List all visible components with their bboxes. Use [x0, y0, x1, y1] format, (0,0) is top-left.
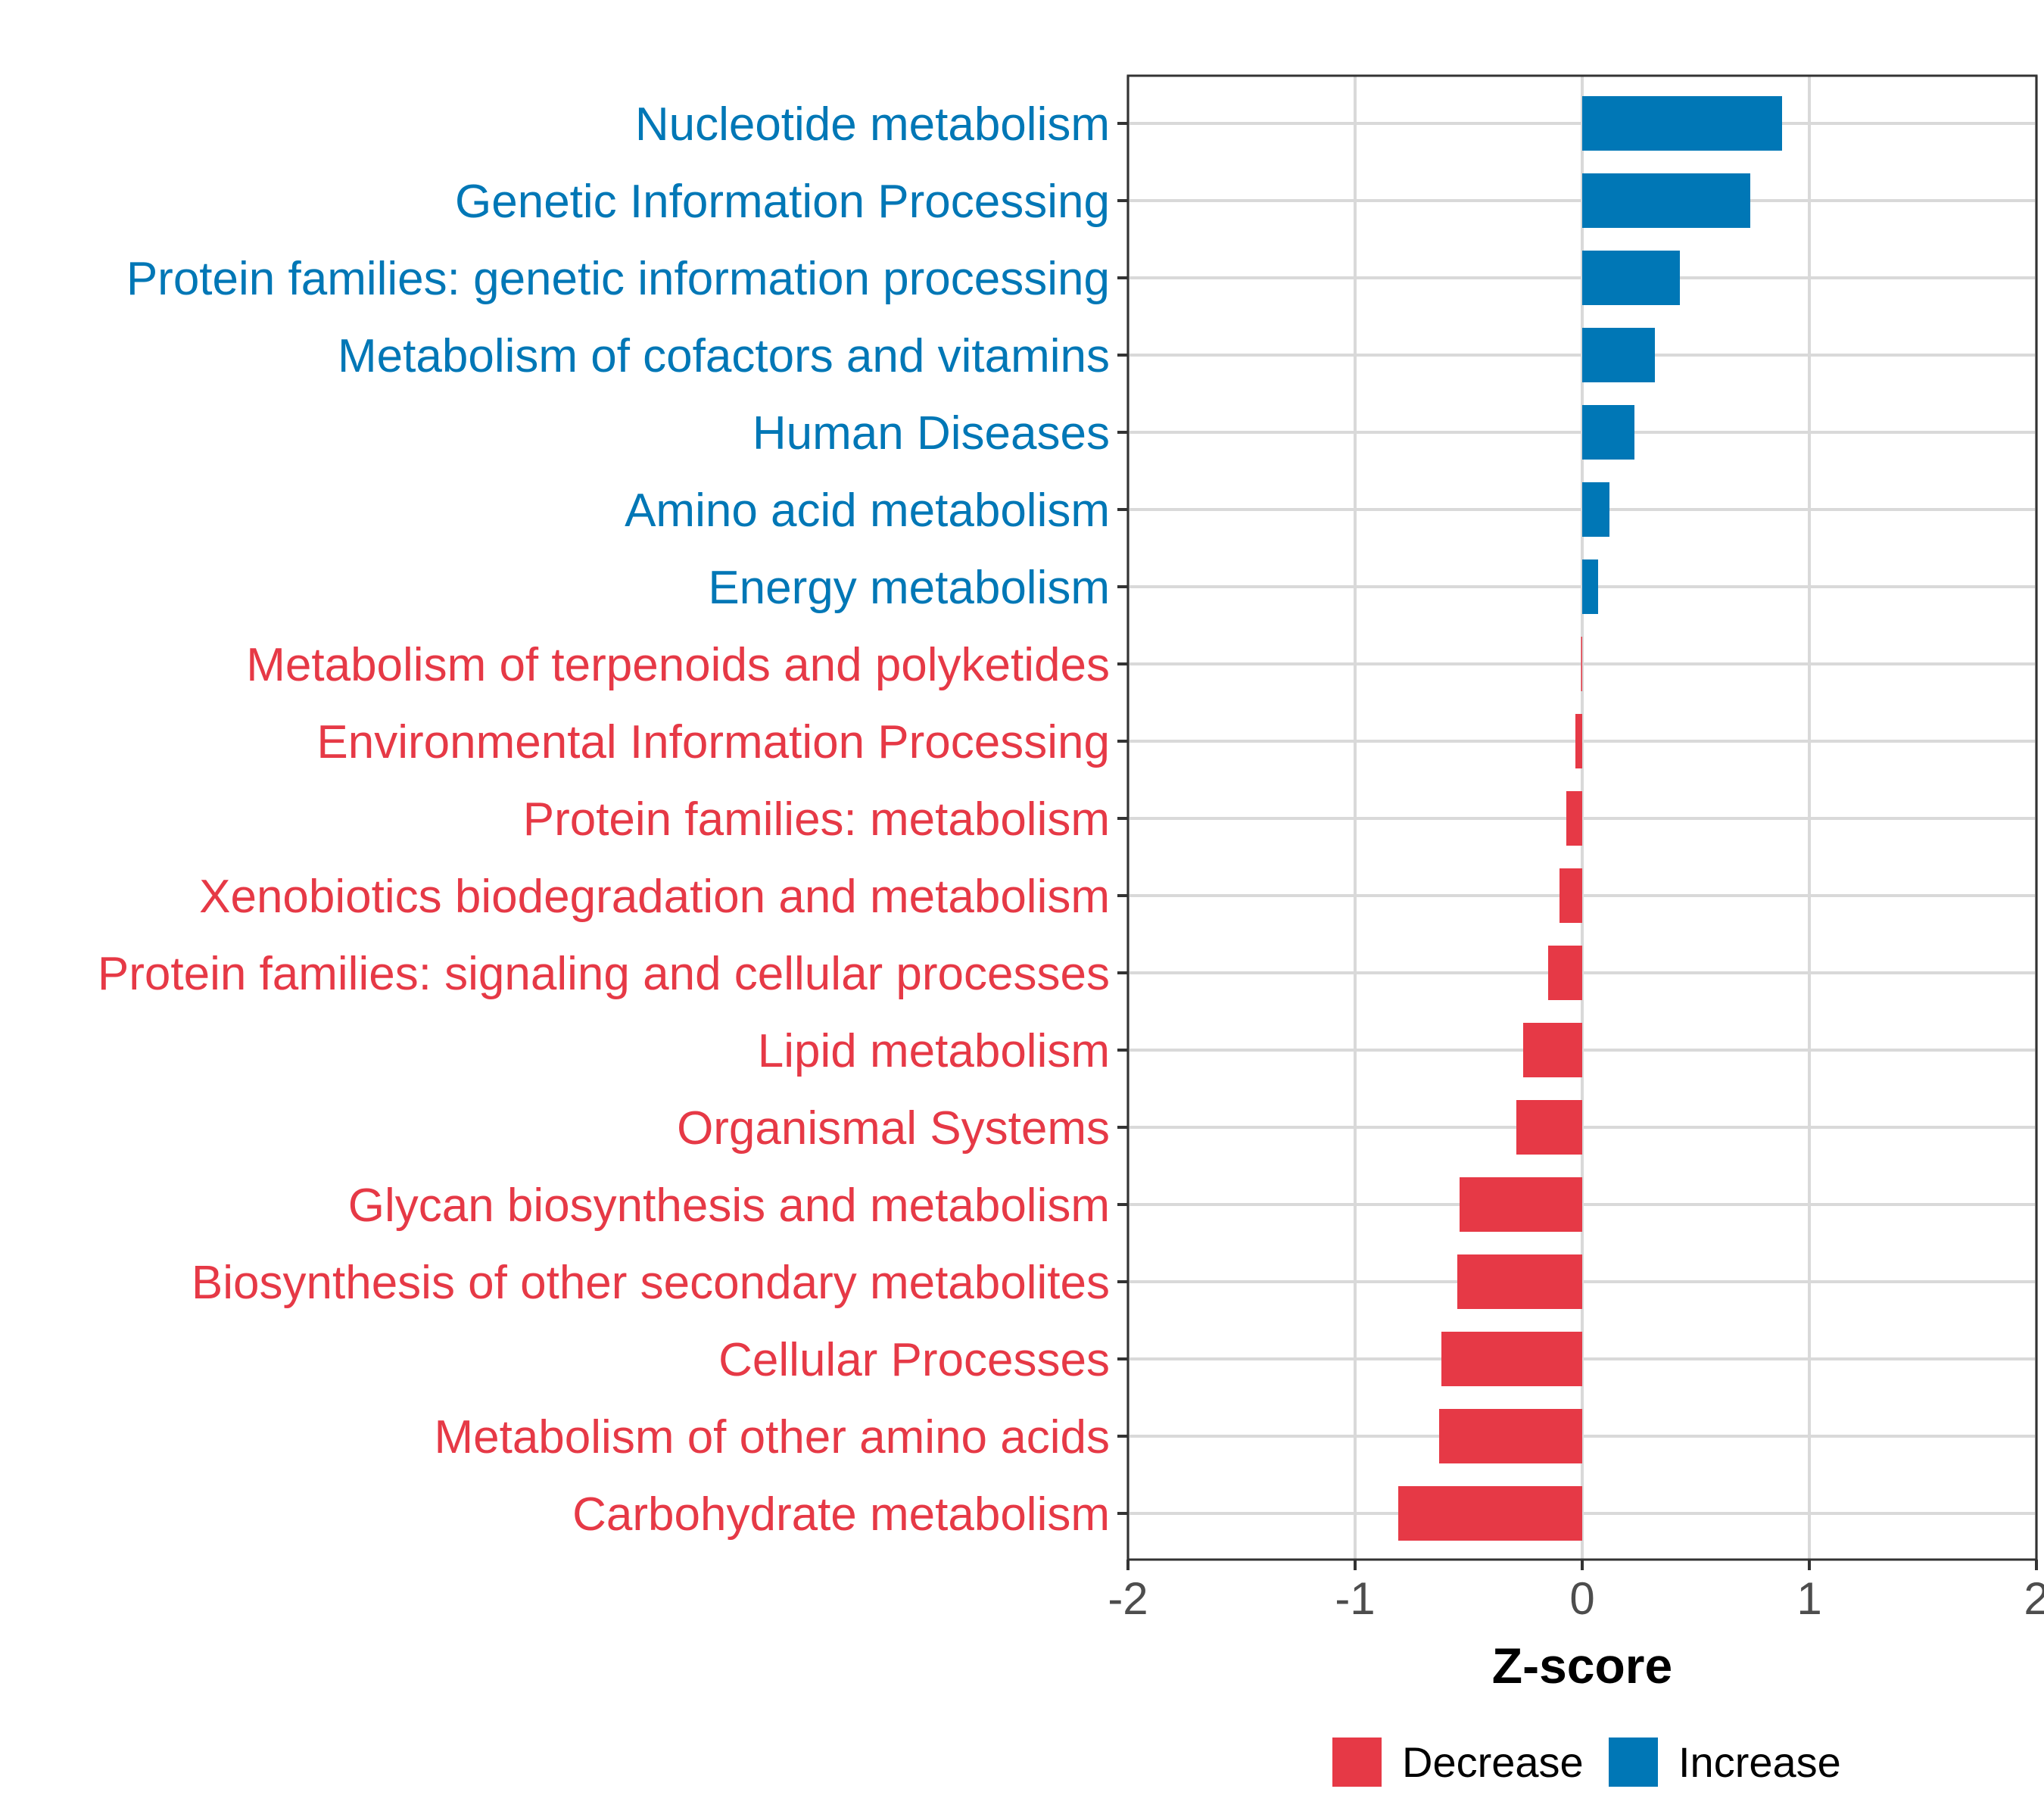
bar [1582, 482, 1609, 537]
bar [1582, 405, 1634, 460]
category-label: Amino acid metabolism [625, 485, 1110, 537]
bars [1398, 96, 1782, 1541]
legend: Decrease Increase [1332, 1738, 1841, 1787]
category-label: Environmental Information Processing [316, 716, 1110, 768]
bar [1582, 96, 1782, 151]
category-label: Energy metabolism [708, 562, 1110, 614]
x-tick-label: 2 [2024, 1573, 2044, 1624]
legend-swatch-decrease [1332, 1738, 1382, 1787]
y-axis-ticks [1117, 122, 1128, 1515]
category-label: Cellular Processes [718, 1334, 1110, 1386]
y-axis-category-labels: Nucleotide metabolism Genetic Information… [98, 98, 1110, 1541]
legend-swatch-increase [1609, 1738, 1658, 1787]
category-label: Xenobiotics biodegradation and metabolis… [199, 871, 1110, 923]
bar [1582, 328, 1655, 382]
category-label: Organismal Systems [677, 1102, 1110, 1155]
bar [1548, 946, 1582, 1000]
x-axis-ticks: -2 -1 0 1 2 [1108, 1560, 2044, 1624]
category-label: Human Diseases [752, 407, 1110, 460]
bar [1457, 1254, 1582, 1309]
bar [1460, 1177, 1582, 1232]
x-tick-label: 1 [1796, 1573, 1821, 1624]
bar [1582, 559, 1598, 614]
category-label: Metabolism of other amino acids [434, 1411, 1110, 1463]
category-label: Carbohydrate metabolism [572, 1488, 1110, 1541]
category-label: Protein families: signaling and cellular… [98, 948, 1110, 1000]
bar [1581, 637, 1582, 691]
x-tick-label: 0 [1569, 1573, 1594, 1624]
bar [1566, 791, 1582, 846]
x-axis-title: Z-score [1492, 1638, 1672, 1694]
category-label: Genetic Information Processing [455, 176, 1110, 228]
bar [1523, 1023, 1582, 1077]
bar [1398, 1486, 1582, 1541]
category-label: Metabolism of cofactors and vitamins [338, 330, 1110, 382]
legend-label-decrease: Decrease [1402, 1738, 1584, 1786]
category-label: Metabolism of terpenoids and polyketides [246, 639, 1110, 691]
category-label: Nucleotide metabolism [635, 98, 1110, 151]
category-label: Lipid metabolism [758, 1025, 1110, 1077]
bar [1582, 251, 1680, 305]
bar [1559, 868, 1582, 923]
bar [1516, 1100, 1582, 1155]
category-label: Biosynthesis of other secondary metaboli… [192, 1257, 1110, 1309]
legend-label-increase: Increase [1678, 1738, 1841, 1786]
bar [1441, 1332, 1582, 1386]
category-label: Protein families: genetic information pr… [126, 253, 1110, 305]
x-tick-label: -1 [1335, 1573, 1375, 1624]
bar [1575, 714, 1582, 768]
bar [1582, 173, 1750, 228]
category-label: Glycan biosynthesis and metabolism [348, 1180, 1110, 1232]
x-tick-label: -2 [1108, 1573, 1148, 1624]
category-label: Protein families: metabolism [523, 793, 1110, 846]
bar [1439, 1409, 1582, 1463]
